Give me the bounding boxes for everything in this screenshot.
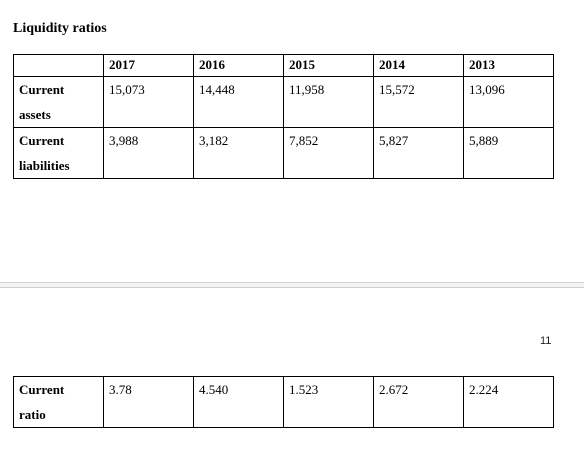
table-header-row: 2017 2016 2015 2014 2013 xyxy=(13,54,554,77)
table-cell: 11,958 xyxy=(283,76,374,128)
table-cell: 2.672 xyxy=(373,376,464,428)
table-cell: 13,096 xyxy=(463,76,554,128)
row-label: Current ratio xyxy=(13,376,104,428)
table-row-current-liabilities: Current liabilities 3,988 3,182 7,852 5,… xyxy=(13,127,554,179)
table-cell: 1.523 xyxy=(283,376,374,428)
table-row-current-assets: Current assets 15,073 14,448 11,958 15,5… xyxy=(13,76,554,128)
table-cell: 14,448 xyxy=(193,76,284,128)
year-header: 2017 xyxy=(103,54,194,77)
table-cell: 5,827 xyxy=(373,127,464,179)
header-empty-cell xyxy=(13,54,104,77)
table-cell: 3.78 xyxy=(103,376,194,428)
liquidity-table: 2017 2016 2015 2014 2013 Current assets … xyxy=(13,54,554,179)
row-label: Current assets xyxy=(13,76,104,128)
year-header: 2015 xyxy=(283,54,374,77)
year-header: 2016 xyxy=(193,54,284,77)
year-header: 2013 xyxy=(463,54,554,77)
table-cell: 15,572 xyxy=(373,76,464,128)
table-row-current-ratio: Current ratio 3.78 4.540 1.523 2.672 2.2… xyxy=(13,376,554,428)
table-cell: 7,852 xyxy=(283,127,374,179)
page-number: 11 xyxy=(540,335,552,347)
table-cell: 2.224 xyxy=(463,376,554,428)
page-break-divider xyxy=(0,282,584,288)
row-label-line: ratio xyxy=(19,407,46,422)
year-header: 2014 xyxy=(373,54,464,77)
row-label-line: Current xyxy=(19,133,65,148)
table-cell: 5,889 xyxy=(463,127,554,179)
row-label-line: Current xyxy=(19,82,65,97)
row-label: Current liabilities xyxy=(13,127,104,179)
table-cell: 15,073 xyxy=(103,76,194,128)
row-label-line: assets xyxy=(19,107,51,122)
current-ratio-table: Current ratio 3.78 4.540 1.523 2.672 2.2… xyxy=(13,376,554,428)
table-cell: 3,182 xyxy=(193,127,284,179)
page-heading: Liquidity ratios xyxy=(13,21,107,36)
table-cell: 4.540 xyxy=(193,376,284,428)
row-label-line: Current xyxy=(19,382,65,397)
table-cell: 3,988 xyxy=(103,127,194,179)
row-label-line: liabilities xyxy=(19,158,70,173)
